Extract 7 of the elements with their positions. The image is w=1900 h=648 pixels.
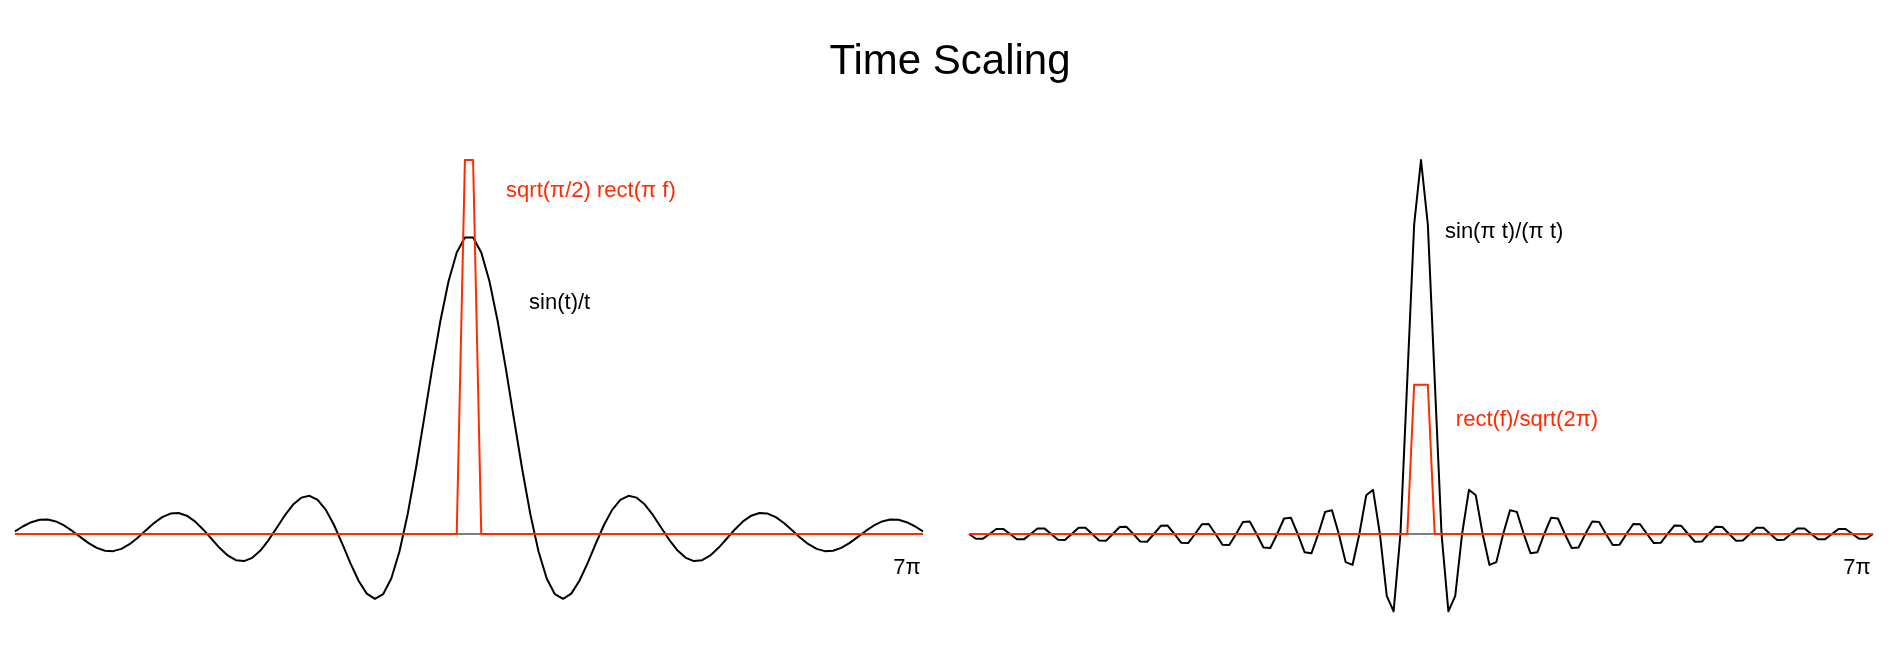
series-label: sin(π t)/(π t) bbox=[1445, 217, 1564, 243]
annotation: 7π bbox=[893, 553, 921, 579]
series-label: rect(f)/sqrt(2π) bbox=[1455, 406, 1599, 432]
annotation: 7π bbox=[1843, 553, 1871, 579]
chart-title: Time Scaling bbox=[829, 36, 1071, 84]
series-label: sin(t)/t bbox=[529, 288, 591, 314]
series-label: sqrt(π/2) rect(π f) bbox=[506, 176, 676, 202]
